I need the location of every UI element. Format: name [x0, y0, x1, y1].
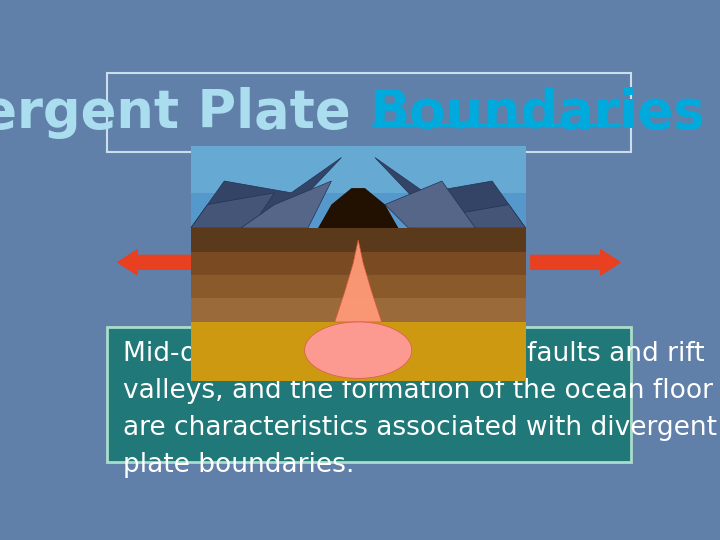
- Text: Boundaries: Boundaries: [369, 86, 705, 139]
- Polygon shape: [375, 158, 526, 228]
- Polygon shape: [191, 146, 526, 228]
- Polygon shape: [318, 188, 398, 228]
- Polygon shape: [191, 299, 526, 322]
- Polygon shape: [442, 205, 526, 228]
- Polygon shape: [305, 322, 412, 379]
- Polygon shape: [385, 181, 475, 228]
- Polygon shape: [191, 228, 526, 252]
- Text: Divergent Plate: Divergent Plate: [0, 86, 369, 139]
- Polygon shape: [191, 322, 526, 381]
- FancyArrowPatch shape: [531, 250, 620, 275]
- Polygon shape: [191, 146, 526, 193]
- Polygon shape: [191, 275, 526, 299]
- FancyBboxPatch shape: [107, 327, 631, 462]
- FancyArrowPatch shape: [118, 250, 207, 275]
- Polygon shape: [335, 240, 382, 322]
- Text: Mid-oceanic ridges, transform faults and rift
valleys, and the formation of the : Mid-oceanic ridges, transform faults and…: [124, 341, 717, 478]
- Polygon shape: [241, 181, 331, 228]
- FancyBboxPatch shape: [107, 73, 631, 152]
- Polygon shape: [191, 252, 526, 275]
- Polygon shape: [191, 158, 341, 228]
- Polygon shape: [191, 193, 274, 228]
